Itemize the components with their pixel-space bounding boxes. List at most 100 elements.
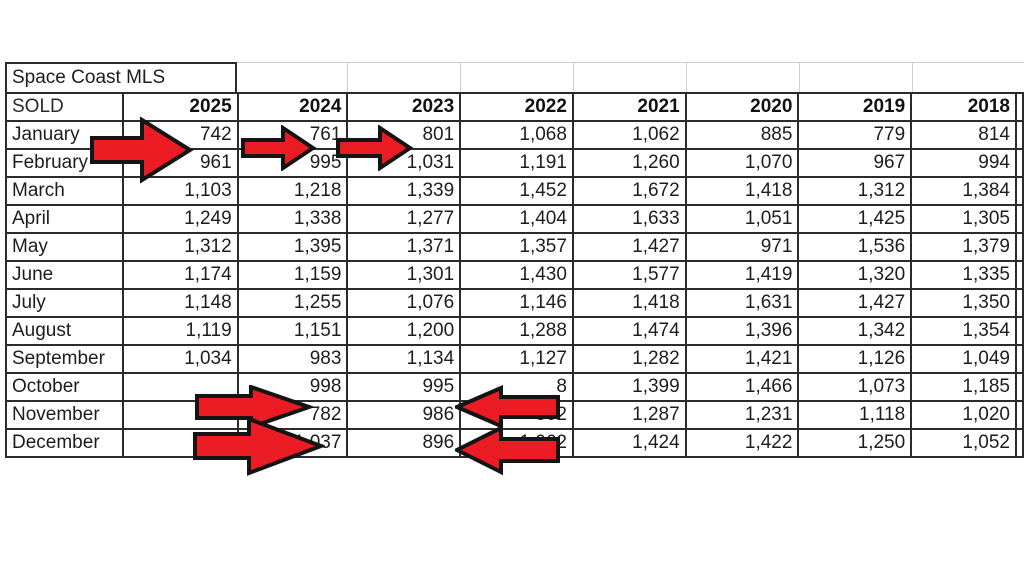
table-cell: 1,049	[910, 344, 1017, 374]
table-row-august: August 1,119 1,151 1,200 1,288 1,474 1,396 1,34…	[5, 316, 1024, 346]
table-cell: 1,134	[346, 344, 462, 374]
table-cell: 862	[459, 400, 574, 430]
table-cell: 1,633	[571, 204, 687, 234]
table-row-october: October 998 995 8 1,399 1,466 1,073 1,185	[5, 372, 1024, 402]
month-label: July	[5, 288, 124, 318]
sheet-title-cell: Space Coast MLS	[5, 62, 237, 92]
month-label: August	[5, 316, 124, 346]
table-cell: 1,335	[910, 260, 1017, 290]
table-cell: 1,631	[684, 288, 800, 318]
cutoff-column	[1014, 92, 1024, 122]
table-cell: 1,277	[346, 204, 462, 234]
table-cell: 1,395	[236, 232, 349, 262]
table-row-may: May 1,312 1,395 1,371 1,357 1,427 971 1,536 1,37…	[5, 232, 1024, 262]
table-row-march: March 1,103 1,218 1,339 1,452 1,672 1,418 1,312…	[5, 176, 1024, 206]
table-cell: 1,068	[459, 120, 574, 150]
table-cell: 1,151	[236, 316, 349, 346]
table-cell: 1,034	[121, 344, 239, 374]
year-header-2024: 2024	[236, 92, 349, 122]
table-cell: 1,425	[797, 204, 913, 234]
table-cell: 1,282	[571, 344, 687, 374]
table-cell: 1,421	[684, 344, 800, 374]
month-label: January	[5, 120, 124, 150]
table-cell: 998	[236, 372, 349, 402]
table-cell: 1,255	[236, 288, 349, 318]
year-header-2019: 2019	[797, 92, 913, 122]
table-cell: 1,424	[571, 428, 687, 458]
table-cell: 1,672	[571, 176, 687, 206]
table-cell: 995	[346, 372, 462, 402]
header-row: SOLD 2025 2024 2023 2022 2021 2020 2019 2018	[5, 92, 1024, 122]
table-cell: 986	[346, 400, 462, 430]
table-cell: 1,070	[684, 148, 800, 178]
table-cell: 1,338	[236, 204, 349, 234]
cutoff-column	[1014, 316, 1024, 346]
table-cell: 779	[797, 120, 913, 150]
table-cell: 1,536	[797, 232, 913, 262]
month-label: November	[5, 400, 124, 430]
table-cell: 1,185	[910, 372, 1017, 402]
cutoff-column	[1014, 232, 1024, 262]
cutoff-column	[1014, 260, 1024, 290]
gridline-horizontal	[237, 62, 1024, 63]
table-cell: 1,427	[571, 232, 687, 262]
year-header-2020: 2020	[684, 92, 800, 122]
cutoff-column	[1014, 372, 1024, 402]
sold-header: SOLD	[5, 92, 124, 122]
table-cell: 1,396	[684, 316, 800, 346]
gridline-vertical	[686, 62, 687, 92]
table-cell: 1,250	[797, 428, 913, 458]
table-cell: 1,312	[121, 232, 239, 262]
table-row-april: April 1,249 1,338 1,277 1,404 1,633 1,051 1,425…	[5, 204, 1024, 234]
cutoff-column	[1014, 400, 1024, 430]
table-row-december: December 1,037 896 1,062 1,424 1,422 1,250 1,05…	[5, 428, 1024, 458]
table-cell: 1,379	[910, 232, 1017, 262]
month-label: June	[5, 260, 124, 290]
gridline-vertical	[347, 62, 348, 92]
table-cell: 1,127	[459, 344, 574, 374]
table-cell: 1,384	[910, 176, 1017, 206]
table-cell: 1,031	[346, 148, 462, 178]
table-cell: 994	[910, 148, 1017, 178]
table-cell: 1,231	[684, 400, 800, 430]
cutoff-column	[1014, 344, 1024, 374]
year-header-2018: 2018	[910, 92, 1017, 122]
table-cell: 1,191	[459, 148, 574, 178]
table-row-february: February 961 995 1,031 1,191 1,260 1,070 967 994	[5, 148, 1024, 178]
table-cell	[121, 400, 239, 430]
table-cell: 1,260	[571, 148, 687, 178]
table-cell: 1,148	[121, 288, 239, 318]
gridline-vertical	[912, 62, 913, 92]
table-cell: 1,422	[684, 428, 800, 458]
table-cell: 1,218	[236, 176, 349, 206]
table-cell: 1,452	[459, 176, 574, 206]
table-row-june: June 1,174 1,159 1,301 1,430 1,577 1,419 1,320 1…	[5, 260, 1024, 290]
table-cell: 1,126	[797, 344, 913, 374]
table-row-january: January 742 761 801 1,068 1,062 885 779 814	[5, 120, 1024, 150]
table-cell: 1,301	[346, 260, 462, 290]
year-header-2025: 2025	[121, 92, 239, 122]
table-cell: 1,062	[459, 428, 574, 458]
table-cell: 1,320	[797, 260, 913, 290]
table-cell	[121, 372, 239, 402]
cutoff-column	[1014, 176, 1024, 206]
cutoff-column	[1014, 148, 1024, 178]
table-cell: 1,076	[346, 288, 462, 318]
table-cell: 1,350	[910, 288, 1017, 318]
table-cell: 885	[684, 120, 800, 150]
table-cell: 782	[236, 400, 349, 430]
year-header-2021: 2021	[571, 92, 687, 122]
sheet-title: Space Coast MLS	[12, 67, 166, 88]
table-cell: 1,466	[684, 372, 800, 402]
table-cell: 1,103	[121, 176, 239, 206]
table-cell: 801	[346, 120, 462, 150]
cutoff-column	[1014, 428, 1024, 458]
cutoff-column	[1014, 120, 1024, 150]
table-cell: 1,339	[346, 176, 462, 206]
table-cell: 1,052	[910, 428, 1017, 458]
table-row-november: November 782 986 862 1,287 1,231 1,118 1,020	[5, 400, 1024, 430]
year-header-2023: 2023	[346, 92, 462, 122]
year-header-2022: 2022	[459, 92, 574, 122]
table-cell: 983	[236, 344, 349, 374]
